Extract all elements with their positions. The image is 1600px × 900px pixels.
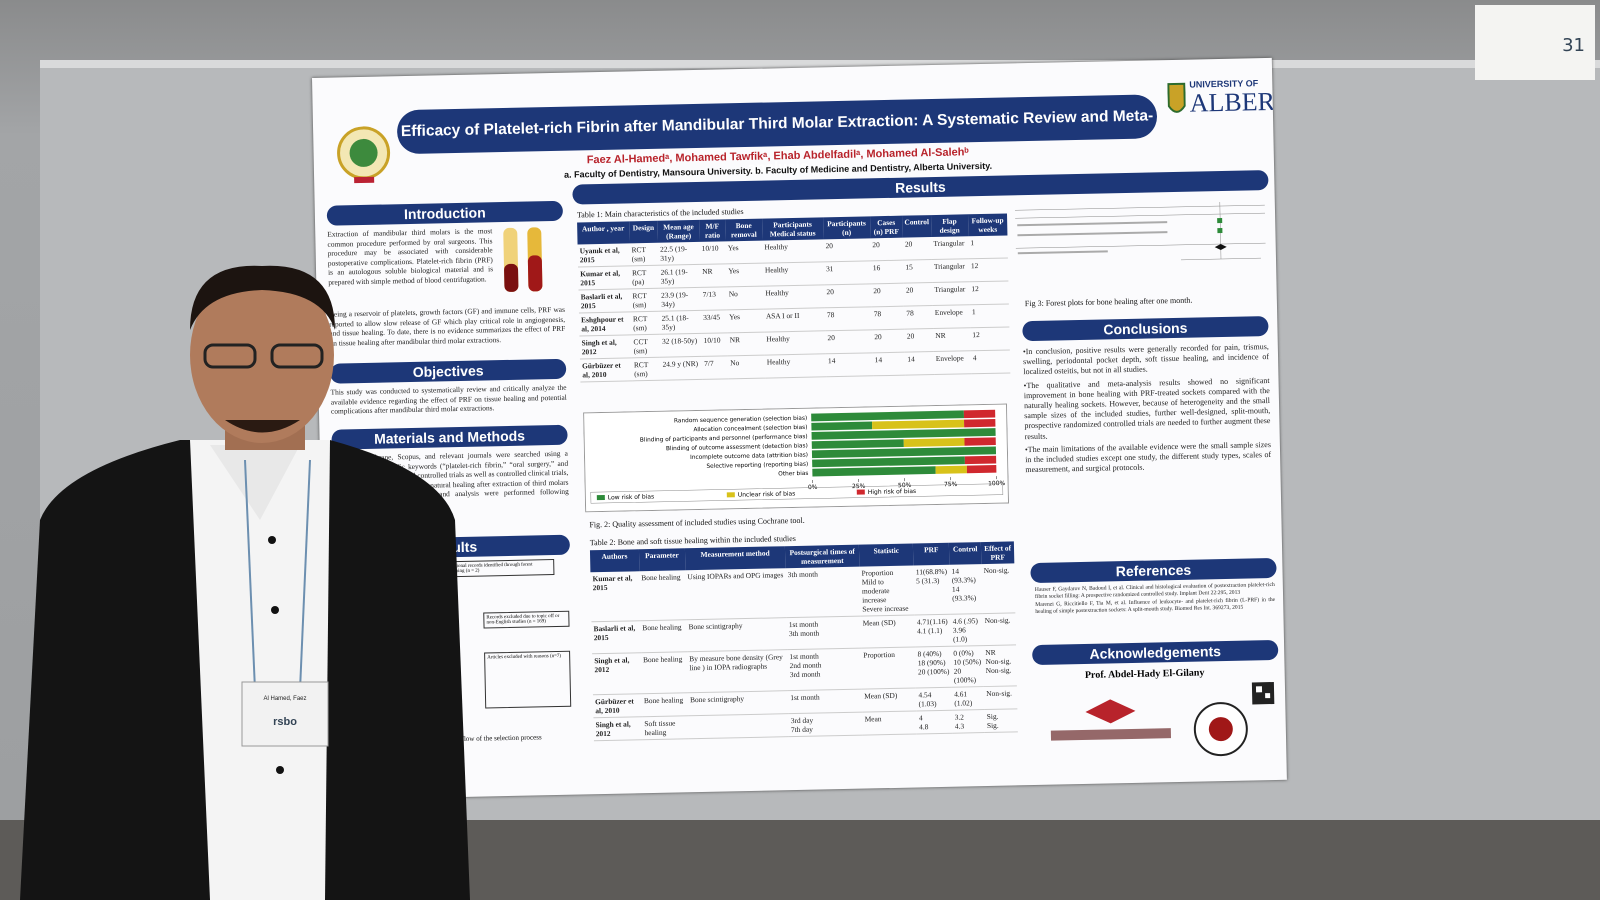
bias-label: Selective reporting (reporting bias) bbox=[706, 462, 808, 470]
legend-swatch bbox=[596, 494, 605, 501]
forest-plot bbox=[1014, 202, 1266, 261]
legend-label: Unclear risk of bias bbox=[738, 490, 796, 498]
bias-segment bbox=[811, 446, 997, 459]
bias-segment bbox=[811, 421, 873, 431]
bias-segment bbox=[964, 455, 997, 465]
legend-frame bbox=[590, 483, 1004, 504]
bias-segment bbox=[811, 410, 964, 422]
alberta-crest bbox=[1167, 82, 1186, 113]
bias-segment bbox=[811, 428, 996, 440]
bias-label: Allocation concealment (selection bias) bbox=[693, 425, 807, 433]
prf-tubes bbox=[503, 227, 543, 292]
mansoura-logo bbox=[337, 126, 391, 184]
bias-segment bbox=[812, 466, 936, 477]
bias-segment bbox=[812, 456, 965, 468]
bias-segment bbox=[964, 437, 996, 446]
legend-swatch bbox=[856, 489, 865, 495]
bias-segment bbox=[963, 409, 996, 419]
bias-label: Random sequence generation (selection bi… bbox=[674, 416, 807, 425]
badge-name: Al Hamed, Faez bbox=[263, 696, 307, 702]
bias-label: Blinding of participants and personnel (… bbox=[640, 434, 808, 444]
legend-swatch bbox=[726, 492, 735, 498]
bias-label: Incomplete outcome data (attrition bias) bbox=[690, 452, 808, 460]
svg-text:rsbo: rsbo bbox=[273, 716, 297, 728]
board-number: 31 bbox=[1475, 5, 1595, 80]
bias-label: Other bias bbox=[778, 471, 808, 478]
legend-label: High risk of bias bbox=[868, 488, 916, 496]
legend-label: Low risk of bias bbox=[608, 493, 654, 501]
sponsor-logos bbox=[1050, 681, 1275, 757]
bias-segment bbox=[872, 419, 965, 430]
bias-segment bbox=[935, 465, 967, 474]
poster: Efficacy of Platelet-rich Fibrin after M… bbox=[312, 57, 1287, 800]
bias-label: Blinding of outcome assessment (detectio… bbox=[666, 443, 808, 452]
bias-segment bbox=[964, 418, 996, 428]
bias-segment bbox=[811, 439, 904, 449]
bias-segment bbox=[966, 464, 997, 474]
bias-chart: Random sequence generation (selection bi… bbox=[583, 403, 1010, 513]
alberta-logo: UNIVERSITY OF ALBERTA bbox=[1167, 76, 1287, 128]
bias-segment bbox=[903, 438, 965, 447]
